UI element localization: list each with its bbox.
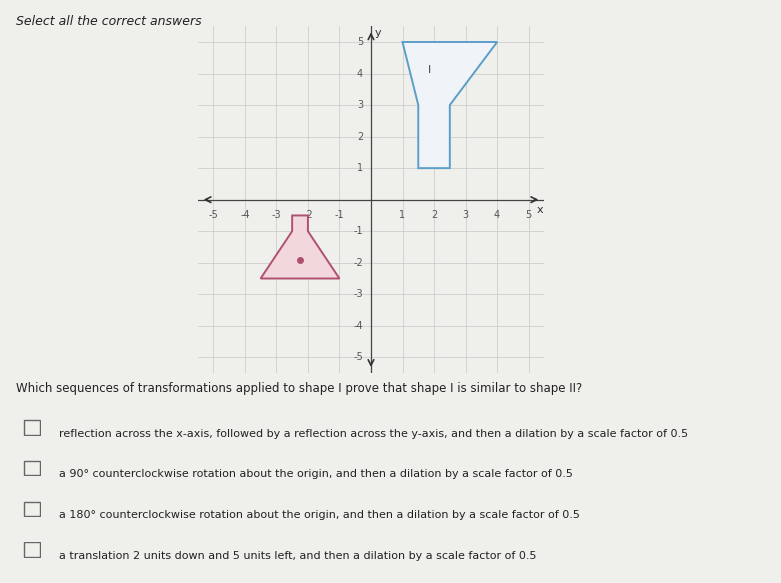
Text: 2: 2 bbox=[431, 210, 437, 220]
Text: a translation 2 units down and 5 units left, and then a dilation by a scale fact: a translation 2 units down and 5 units l… bbox=[59, 551, 536, 561]
Text: a 180° counterclockwise rotation about the origin, and then a dilation by a scal: a 180° counterclockwise rotation about t… bbox=[59, 510, 580, 520]
Polygon shape bbox=[402, 42, 497, 168]
Text: x: x bbox=[537, 205, 543, 215]
Text: -4: -4 bbox=[354, 321, 363, 331]
Polygon shape bbox=[261, 216, 340, 279]
Text: Select all the correct answers: Select all the correct answers bbox=[16, 15, 201, 27]
Text: I: I bbox=[428, 65, 431, 75]
Text: 5: 5 bbox=[526, 210, 532, 220]
Text: 4: 4 bbox=[357, 69, 363, 79]
Text: 3: 3 bbox=[357, 100, 363, 110]
Text: -3: -3 bbox=[354, 289, 363, 299]
Text: y: y bbox=[375, 27, 381, 37]
Text: -4: -4 bbox=[240, 210, 250, 220]
Text: 4: 4 bbox=[494, 210, 500, 220]
Text: -5: -5 bbox=[209, 210, 218, 220]
Text: -1: -1 bbox=[334, 210, 344, 220]
Text: reflection across the x-axis, followed by a reflection across the y-axis, and th: reflection across the x-axis, followed b… bbox=[59, 429, 688, 438]
Text: 1: 1 bbox=[399, 210, 405, 220]
Text: 5: 5 bbox=[357, 37, 363, 47]
Text: -5: -5 bbox=[353, 352, 363, 363]
Text: 3: 3 bbox=[462, 210, 469, 220]
Text: a 90° counterclockwise rotation about the origin, and then a dilation by a scale: a 90° counterclockwise rotation about th… bbox=[59, 469, 572, 479]
Text: -1: -1 bbox=[354, 226, 363, 236]
Text: Which sequences of transformations applied to shape I prove that shape I is simi: Which sequences of transformations appli… bbox=[16, 382, 582, 395]
Text: -2: -2 bbox=[353, 258, 363, 268]
Text: -2: -2 bbox=[303, 210, 312, 220]
Text: 1: 1 bbox=[357, 163, 363, 173]
Text: 2: 2 bbox=[357, 132, 363, 142]
Text: -3: -3 bbox=[272, 210, 281, 220]
